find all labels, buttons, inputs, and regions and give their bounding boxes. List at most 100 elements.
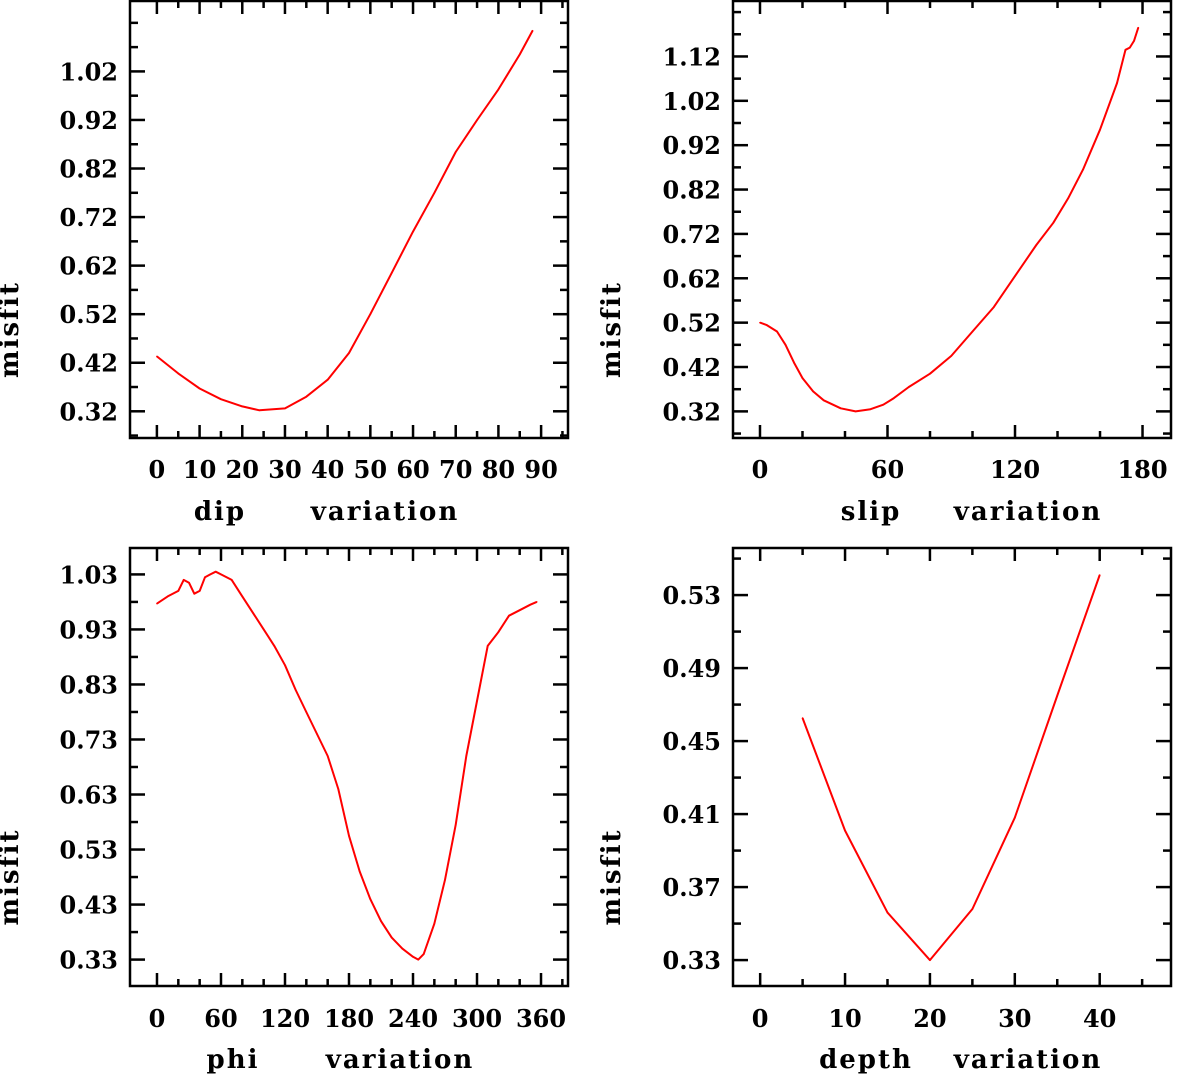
y-tick-label: 0.33 [60, 946, 118, 975]
data-point [812, 390, 814, 393]
x-tick-label: 120 [260, 1004, 310, 1033]
data-point [214, 570, 217, 573]
data-point [273, 645, 276, 647]
data-point [422, 953, 425, 955]
x-tick-label: 60 [204, 1004, 237, 1033]
data-point [793, 361, 795, 364]
data-point [284, 664, 286, 667]
data-point [241, 405, 244, 408]
data-point [476, 700, 478, 702]
data-point [486, 645, 489, 647]
data-point [869, 408, 872, 410]
data-point [529, 603, 532, 606]
x-tick-label: 10 [183, 455, 216, 484]
data-point [801, 717, 804, 719]
data-point [348, 834, 350, 837]
y-tick-label: 0.82 [663, 176, 721, 205]
data-point [1056, 694, 1059, 697]
y-tick-label: 1.02 [60, 57, 118, 86]
data-point [784, 344, 787, 346]
data-point [198, 590, 201, 592]
data-point [454, 823, 457, 826]
data-point [1014, 816, 1016, 819]
y-tick-label: 0.42 [663, 353, 721, 382]
data-point [193, 592, 196, 595]
y-tick-label: 1.03 [60, 560, 118, 589]
data-point [535, 601, 538, 603]
y-tick-label: 0.33 [663, 946, 721, 975]
y-axis-label: misfit [0, 828, 25, 925]
x-axis-label: depth [819, 1045, 913, 1075]
misfit-curve [759, 27, 1140, 413]
data-point [822, 399, 825, 402]
data-point [198, 387, 201, 390]
x-axis-label: variation [325, 1045, 475, 1075]
data-point [401, 947, 404, 950]
data-point [1128, 46, 1131, 49]
y-tick-label: 0.72 [60, 203, 118, 232]
data-point [1067, 197, 1069, 200]
data-point [204, 576, 206, 578]
x-tick-label: 70 [439, 455, 472, 484]
data-point [166, 595, 169, 598]
x-tick-label: 120 [990, 455, 1040, 484]
misfit-curve [801, 574, 1101, 962]
x-tick-label: 360 [516, 1004, 566, 1033]
data-point [929, 959, 931, 961]
data-point [305, 395, 308, 398]
x-tick-label: 50 [354, 455, 387, 484]
x-tick-label: 60 [396, 455, 429, 484]
plot-frame [731, 0, 1173, 440]
data-point [358, 870, 361, 873]
y-tick-label: 0.92 [60, 106, 118, 135]
data-point [1098, 574, 1101, 576]
data-point [801, 377, 804, 379]
y-tick-label: 0.83 [60, 670, 118, 699]
data-point [326, 378, 329, 381]
y-tick-label: 0.32 [663, 397, 721, 426]
x-tick-label: 20 [226, 455, 259, 484]
data-point [433, 923, 436, 925]
data-point [369, 898, 372, 900]
data-point [417, 958, 420, 961]
data-point [390, 936, 393, 939]
y-tick-label: 0.62 [663, 264, 721, 293]
data-point [182, 579, 185, 581]
misfit-curve [156, 30, 534, 412]
data-point [454, 151, 457, 153]
data-point [1052, 222, 1055, 224]
data-point [348, 352, 350, 354]
data-point [1124, 49, 1127, 51]
data-point [220, 398, 222, 400]
data-point [992, 306, 995, 308]
data-point [380, 920, 382, 922]
y-tick-label: 0.63 [60, 781, 118, 810]
y-tick-label: 0.92 [663, 131, 721, 160]
y-tick-label: 0.32 [60, 397, 118, 426]
x-axis-label: variation [953, 1045, 1103, 1075]
y-tick-label: 0.52 [60, 300, 118, 329]
data-point [177, 590, 180, 592]
data-point [444, 879, 446, 881]
x-tick-label: 40 [311, 455, 344, 484]
data-point [839, 407, 842, 410]
data-point [893, 397, 895, 399]
data-point [230, 579, 233, 581]
data-point [854, 410, 857, 413]
x-tick-label: 20 [913, 1004, 946, 1033]
data-point [412, 230, 414, 233]
data-point [1082, 168, 1084, 171]
data-point [497, 88, 500, 91]
plot-frame [731, 546, 1173, 988]
x-tick-label: 0 [752, 1004, 769, 1033]
x-tick-label: 10 [828, 1004, 861, 1033]
data-point [1133, 40, 1135, 42]
data-point [1099, 128, 1101, 131]
data-point [412, 956, 414, 958]
plot-frame [128, 0, 570, 440]
x-axis-label: phi [207, 1045, 260, 1075]
data-point [241, 595, 244, 598]
data-point [971, 908, 974, 910]
x-tick-label: 0 [149, 455, 166, 484]
